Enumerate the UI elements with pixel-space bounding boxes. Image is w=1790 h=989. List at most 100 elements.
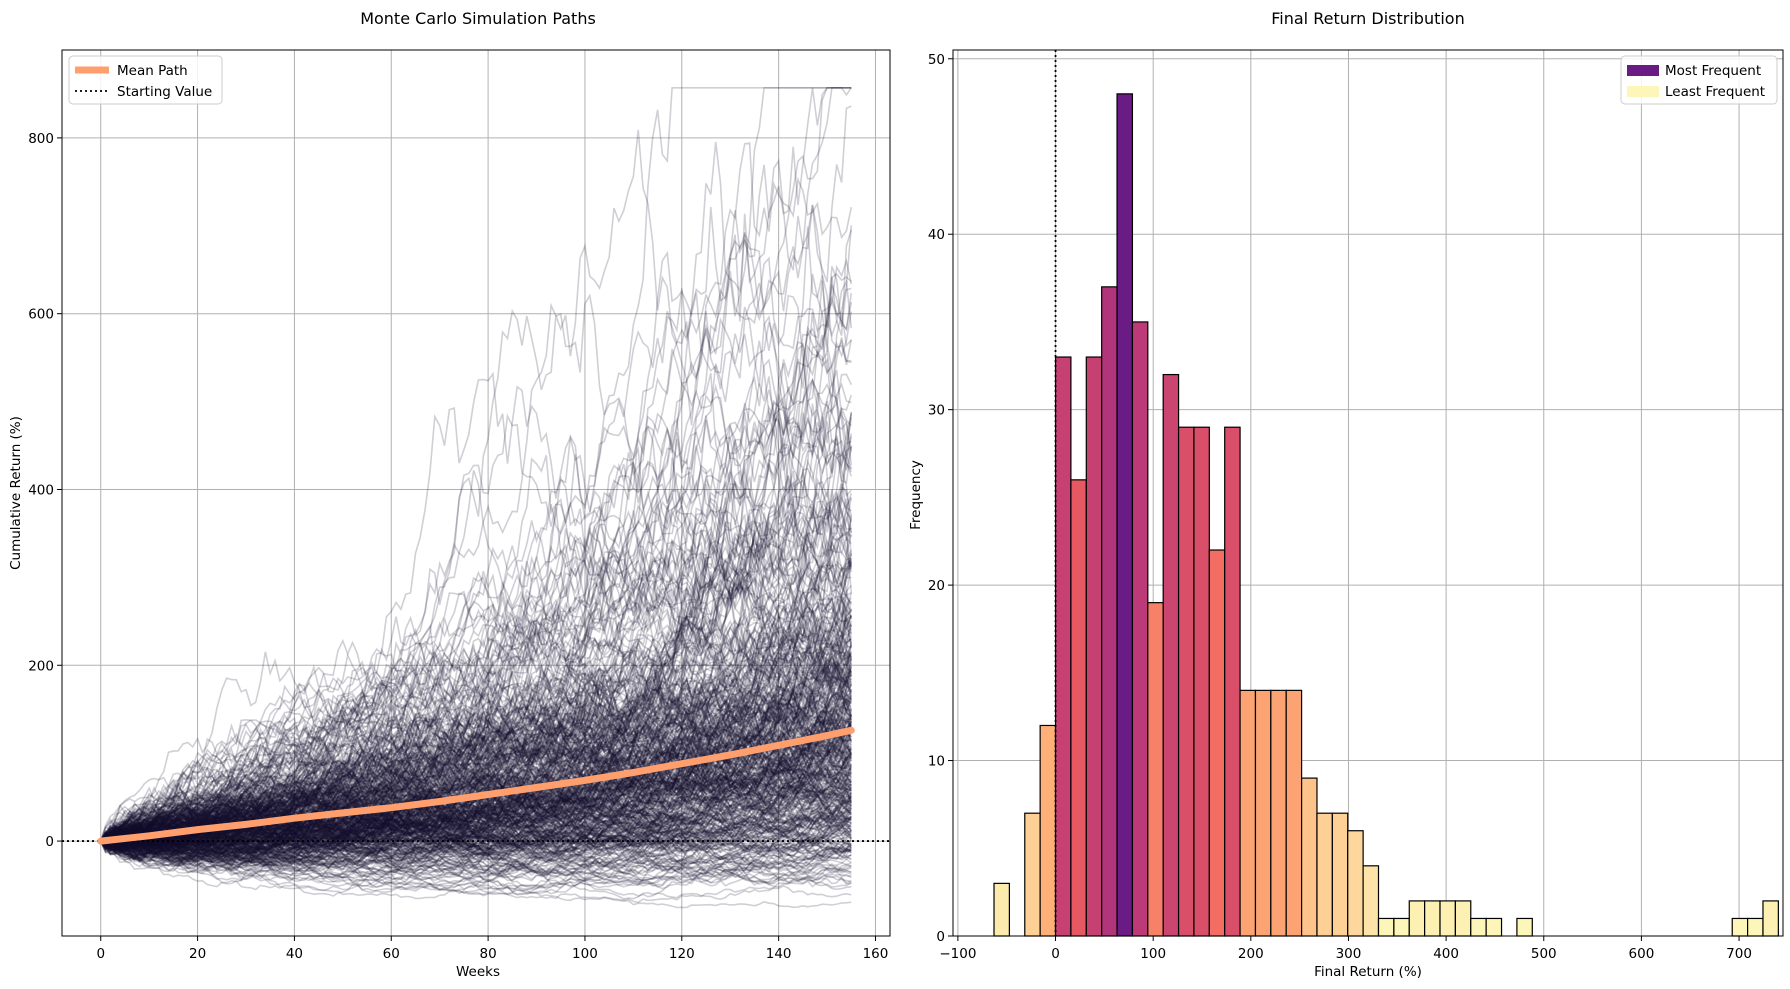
histogram-bar: [1024, 812, 1041, 937]
simulated-path: [100, 571, 852, 847]
left-x-tick-label: 80: [480, 946, 497, 962]
simulated-path: [100, 558, 852, 842]
histogram-bar: [1377, 917, 1395, 937]
histogram-bar: [1239, 689, 1257, 937]
simulated-path: [100, 734, 852, 847]
simulated-path: [100, 788, 852, 863]
simulated-path: [100, 762, 852, 860]
simulated-path: [100, 373, 853, 842]
simulated-path: [100, 711, 853, 842]
histogram-bar: [1746, 917, 1764, 937]
simulated-path: [100, 835, 852, 877]
simulated-path: [100, 652, 853, 848]
simulated-path: [100, 776, 852, 870]
simulated-path: [100, 736, 852, 854]
right-x-ticks: −100 0 100 200 300 400 500 600 700: [939, 936, 1752, 962]
simulated-path: [100, 675, 853, 857]
histogram-bar: [1362, 865, 1380, 937]
simulated-path: [100, 769, 853, 875]
simulated-path: [100, 738, 852, 850]
simulated-path: [100, 765, 852, 857]
histogram-bar: [1224, 426, 1241, 937]
simulated-path: [100, 825, 852, 887]
simulated-path: [100, 750, 852, 851]
simulated-path: [100, 612, 852, 844]
simulated-path: [100, 658, 853, 868]
simulated-path: [100, 284, 853, 845]
simulated-path: [100, 743, 852, 859]
simulated-path: [100, 786, 852, 869]
simulated-path: [100, 817, 852, 869]
simulated-path: [100, 735, 853, 846]
simulated-path: [100, 595, 853, 842]
left-y-tick-label: 200: [28, 658, 54, 674]
left-x-tick-label: 120: [669, 946, 695, 962]
simulated-path: [100, 819, 852, 869]
right-y-ticks: 0 10 20 30 40 50: [928, 52, 953, 945]
histogram-bar: [1270, 689, 1287, 937]
histogram-bar: [1177, 426, 1195, 937]
simulated-path: [100, 752, 852, 881]
simulated-path: [100, 638, 853, 846]
simulated-path: [100, 720, 853, 843]
right-y-axis-label: Frequency: [908, 460, 924, 530]
simulated-path: [100, 779, 853, 850]
right-x-tick-label: −100: [939, 946, 976, 962]
right-x-tick-label: 100: [1140, 946, 1166, 962]
simulated-path: [100, 766, 852, 853]
simulated-path: [100, 775, 852, 854]
simulated-path: [100, 840, 852, 880]
simulated-path: [100, 499, 852, 848]
right-x-tick-label: 700: [1726, 946, 1752, 962]
simulated-path: [100, 509, 853, 848]
simulated-path: [100, 729, 852, 851]
simulated-path: [100, 691, 852, 850]
left-legend: Mean Path Starting Value: [68, 55, 223, 105]
right-legend: Most Frequent Least Frequent: [1620, 55, 1778, 105]
simulated-path: [100, 541, 853, 849]
simulated-path: [100, 758, 852, 868]
histogram-bar: [1485, 917, 1503, 937]
right-x-tick-label: 200: [1238, 946, 1264, 962]
simulated-path: [100, 820, 852, 861]
simulated-path: [100, 675, 852, 844]
right-chart: Final Return Distribution −100 0 100 200 300…: [908, 9, 1784, 980]
simulated-path: [100, 827, 852, 877]
simulated-path: [100, 650, 853, 842]
left-x-tick-label: 140: [766, 946, 792, 962]
histogram-bar: [1131, 321, 1149, 937]
simulated-path: [100, 668, 853, 842]
legend-most-frequent-label: Most Frequent: [1665, 63, 1761, 79]
simulated-path: [100, 658, 853, 842]
right-y-tick-label: 30: [928, 403, 945, 419]
simulated-path: [100, 341, 853, 850]
right-y-tick-label: 20: [928, 578, 945, 594]
simulated-path: [100, 683, 852, 852]
simulated-path: [100, 670, 853, 850]
right-x-tick-label: 500: [1531, 946, 1557, 962]
simulated-path: [100, 495, 853, 842]
simulated-path: [100, 641, 853, 850]
simulated-path: [100, 781, 852, 868]
simulated-path: [100, 715, 853, 845]
simulated-path: [100, 510, 852, 842]
histogram-bar: [1316, 812, 1333, 937]
simulated-path: [99, 720, 852, 842]
histogram-bar: [993, 882, 1010, 937]
simulated-path: [100, 712, 852, 842]
simulated-path: [100, 814, 852, 863]
simulated-path: [100, 496, 853, 848]
right-y-tick-label: 40: [928, 227, 945, 243]
simulated-path: [100, 830, 852, 896]
simulated-path: [100, 726, 852, 851]
simulated-path: [100, 751, 852, 861]
simulated-path: [100, 425, 853, 842]
simulated-path: [100, 779, 852, 859]
left-x-ticks: 0 20 40 60 80 100 120 140 160: [96, 936, 888, 962]
simulated-path: [100, 840, 852, 901]
simulated-path: [100, 750, 853, 873]
simulated-path: [100, 692, 852, 869]
simulated-path: [100, 732, 852, 856]
simulated-path: [100, 588, 852, 867]
simulated-path: [100, 815, 852, 864]
